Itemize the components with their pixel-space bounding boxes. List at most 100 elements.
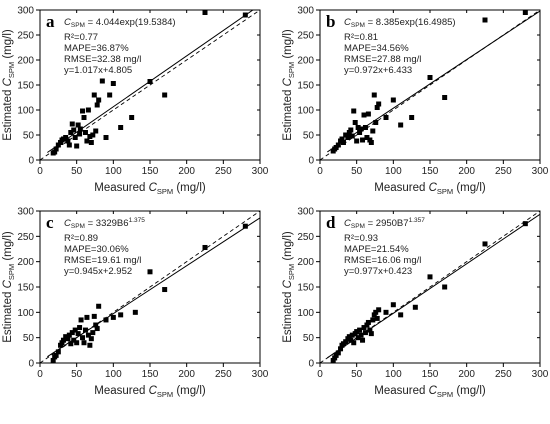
y-axis-title: Estimated CSPM (mg/l) — [2, 29, 16, 141]
y-axis-title-unit: (mg/l) — [282, 29, 294, 62]
data-point — [364, 135, 370, 140]
data-point — [69, 121, 75, 127]
y-axis-title-symbol: C — [2, 77, 14, 86]
x-axis-title-unit: (mg/l) — [173, 385, 206, 397]
stat-line: y=0.977x+0.423 — [344, 266, 412, 277]
data-point — [82, 130, 88, 135]
y-tick-label: 100 — [297, 106, 314, 117]
data-point — [129, 115, 135, 120]
y-axis-title-unit: (mg/l) — [2, 231, 14, 264]
data-point — [373, 120, 379, 125]
data-point — [88, 336, 94, 342]
data-point — [91, 313, 97, 319]
data-point — [355, 335, 361, 341]
data-point — [522, 10, 528, 15]
y-axis-title-text: Estimated — [2, 86, 14, 140]
data-point — [103, 135, 109, 140]
stat-line: RMSE=27.88 mg/l — [344, 54, 421, 65]
data-point — [442, 95, 448, 100]
data-point — [340, 140, 346, 145]
formula-subscript: SPM — [71, 22, 85, 29]
data-point — [335, 350, 341, 356]
y-axis-title: Estimated CSPM (mg/l) — [282, 231, 296, 343]
y-tick-label: 200 — [297, 56, 314, 67]
y-tick-label: 300 — [297, 6, 314, 17]
y-tick-label: 100 — [17, 106, 34, 117]
data-point — [348, 337, 354, 343]
x-axis-title: Measured CSPM (mg/l) — [374, 182, 486, 196]
y-axis-title: Estimated CSPM (mg/l) — [282, 29, 296, 141]
data-point — [50, 357, 56, 363]
stat-line: MAPE=36.87% — [64, 43, 129, 54]
data-point — [360, 137, 366, 143]
data-point — [368, 140, 374, 145]
data-point — [242, 223, 248, 229]
y-tick-label: 250 — [297, 232, 314, 243]
data-point — [52, 149, 58, 155]
data-point — [84, 314, 90, 320]
data-point — [352, 120, 358, 125]
data-point — [442, 284, 448, 290]
data-point — [351, 340, 357, 346]
data-point — [522, 221, 528, 227]
x-tick-label: 150 — [142, 369, 159, 380]
data-point — [96, 303, 102, 309]
data-point — [75, 122, 81, 128]
x-tick-label: 0 — [317, 369, 323, 380]
data-point — [339, 136, 345, 142]
data-point — [343, 339, 349, 345]
formula-body: = 2950B7 — [365, 218, 409, 229]
data-point — [118, 312, 124, 318]
data-point — [362, 330, 368, 336]
data-point — [71, 337, 77, 343]
x-tick-label: 0 — [37, 166, 43, 177]
formula-subscript: SPM — [351, 22, 365, 29]
y-tick-label: 150 — [297, 283, 314, 294]
data-point — [383, 309, 389, 315]
x-tick-label: 100 — [105, 166, 122, 177]
data-point — [365, 319, 371, 325]
x-tick-label: 100 — [105, 369, 122, 380]
x-axis-title-text: Measured — [94, 385, 148, 397]
data-point — [345, 135, 351, 140]
y-tick-label: 0 — [308, 359, 314, 370]
data-point — [147, 79, 153, 84]
stat-line: MAPE=21.54% — [344, 244, 409, 255]
y-tick-label: 50 — [23, 333, 35, 344]
data-point — [354, 138, 360, 144]
data-point — [361, 325, 367, 331]
x-tick-label: 300 — [252, 369, 269, 380]
formula-exponent: 1.357 — [409, 217, 426, 224]
data-point — [202, 10, 208, 15]
data-point — [147, 269, 153, 275]
data-point — [118, 125, 124, 130]
stat-line: R²=0.77 — [64, 32, 98, 43]
data-point — [107, 92, 113, 98]
formula-body: = 4.044exp(19.5384) — [85, 17, 176, 28]
x-axis-title-unit: (mg/l) — [173, 182, 206, 194]
x-tick-label: 250 — [215, 166, 232, 177]
data-point — [78, 317, 84, 323]
data-point — [53, 146, 59, 152]
y-axis-title-symbol: C — [282, 279, 294, 288]
formula-subscript: SPM — [71, 223, 85, 230]
data-point — [65, 138, 71, 144]
panel-letter: a — [46, 12, 55, 31]
data-point — [162, 92, 168, 98]
y-tick-label: 150 — [17, 283, 34, 294]
stat-line: MAPE=34.56% — [344, 43, 409, 54]
y-axis-title-text: Estimated — [282, 86, 294, 140]
data-point — [354, 329, 360, 335]
x-tick-label: 150 — [422, 166, 439, 177]
x-axis-title-text: Measured — [94, 182, 148, 194]
y-tick-label: 50 — [303, 131, 315, 142]
x-tick-label: 0 — [37, 369, 43, 380]
data-point — [77, 131, 83, 137]
x-axis-title-subscript: SPM — [437, 390, 453, 399]
data-point — [77, 325, 83, 331]
formula-symbol: C — [64, 218, 71, 229]
y-tick-label: 50 — [23, 131, 35, 142]
data-point — [94, 102, 100, 108]
data-point — [371, 312, 377, 318]
data-point — [58, 342, 64, 348]
